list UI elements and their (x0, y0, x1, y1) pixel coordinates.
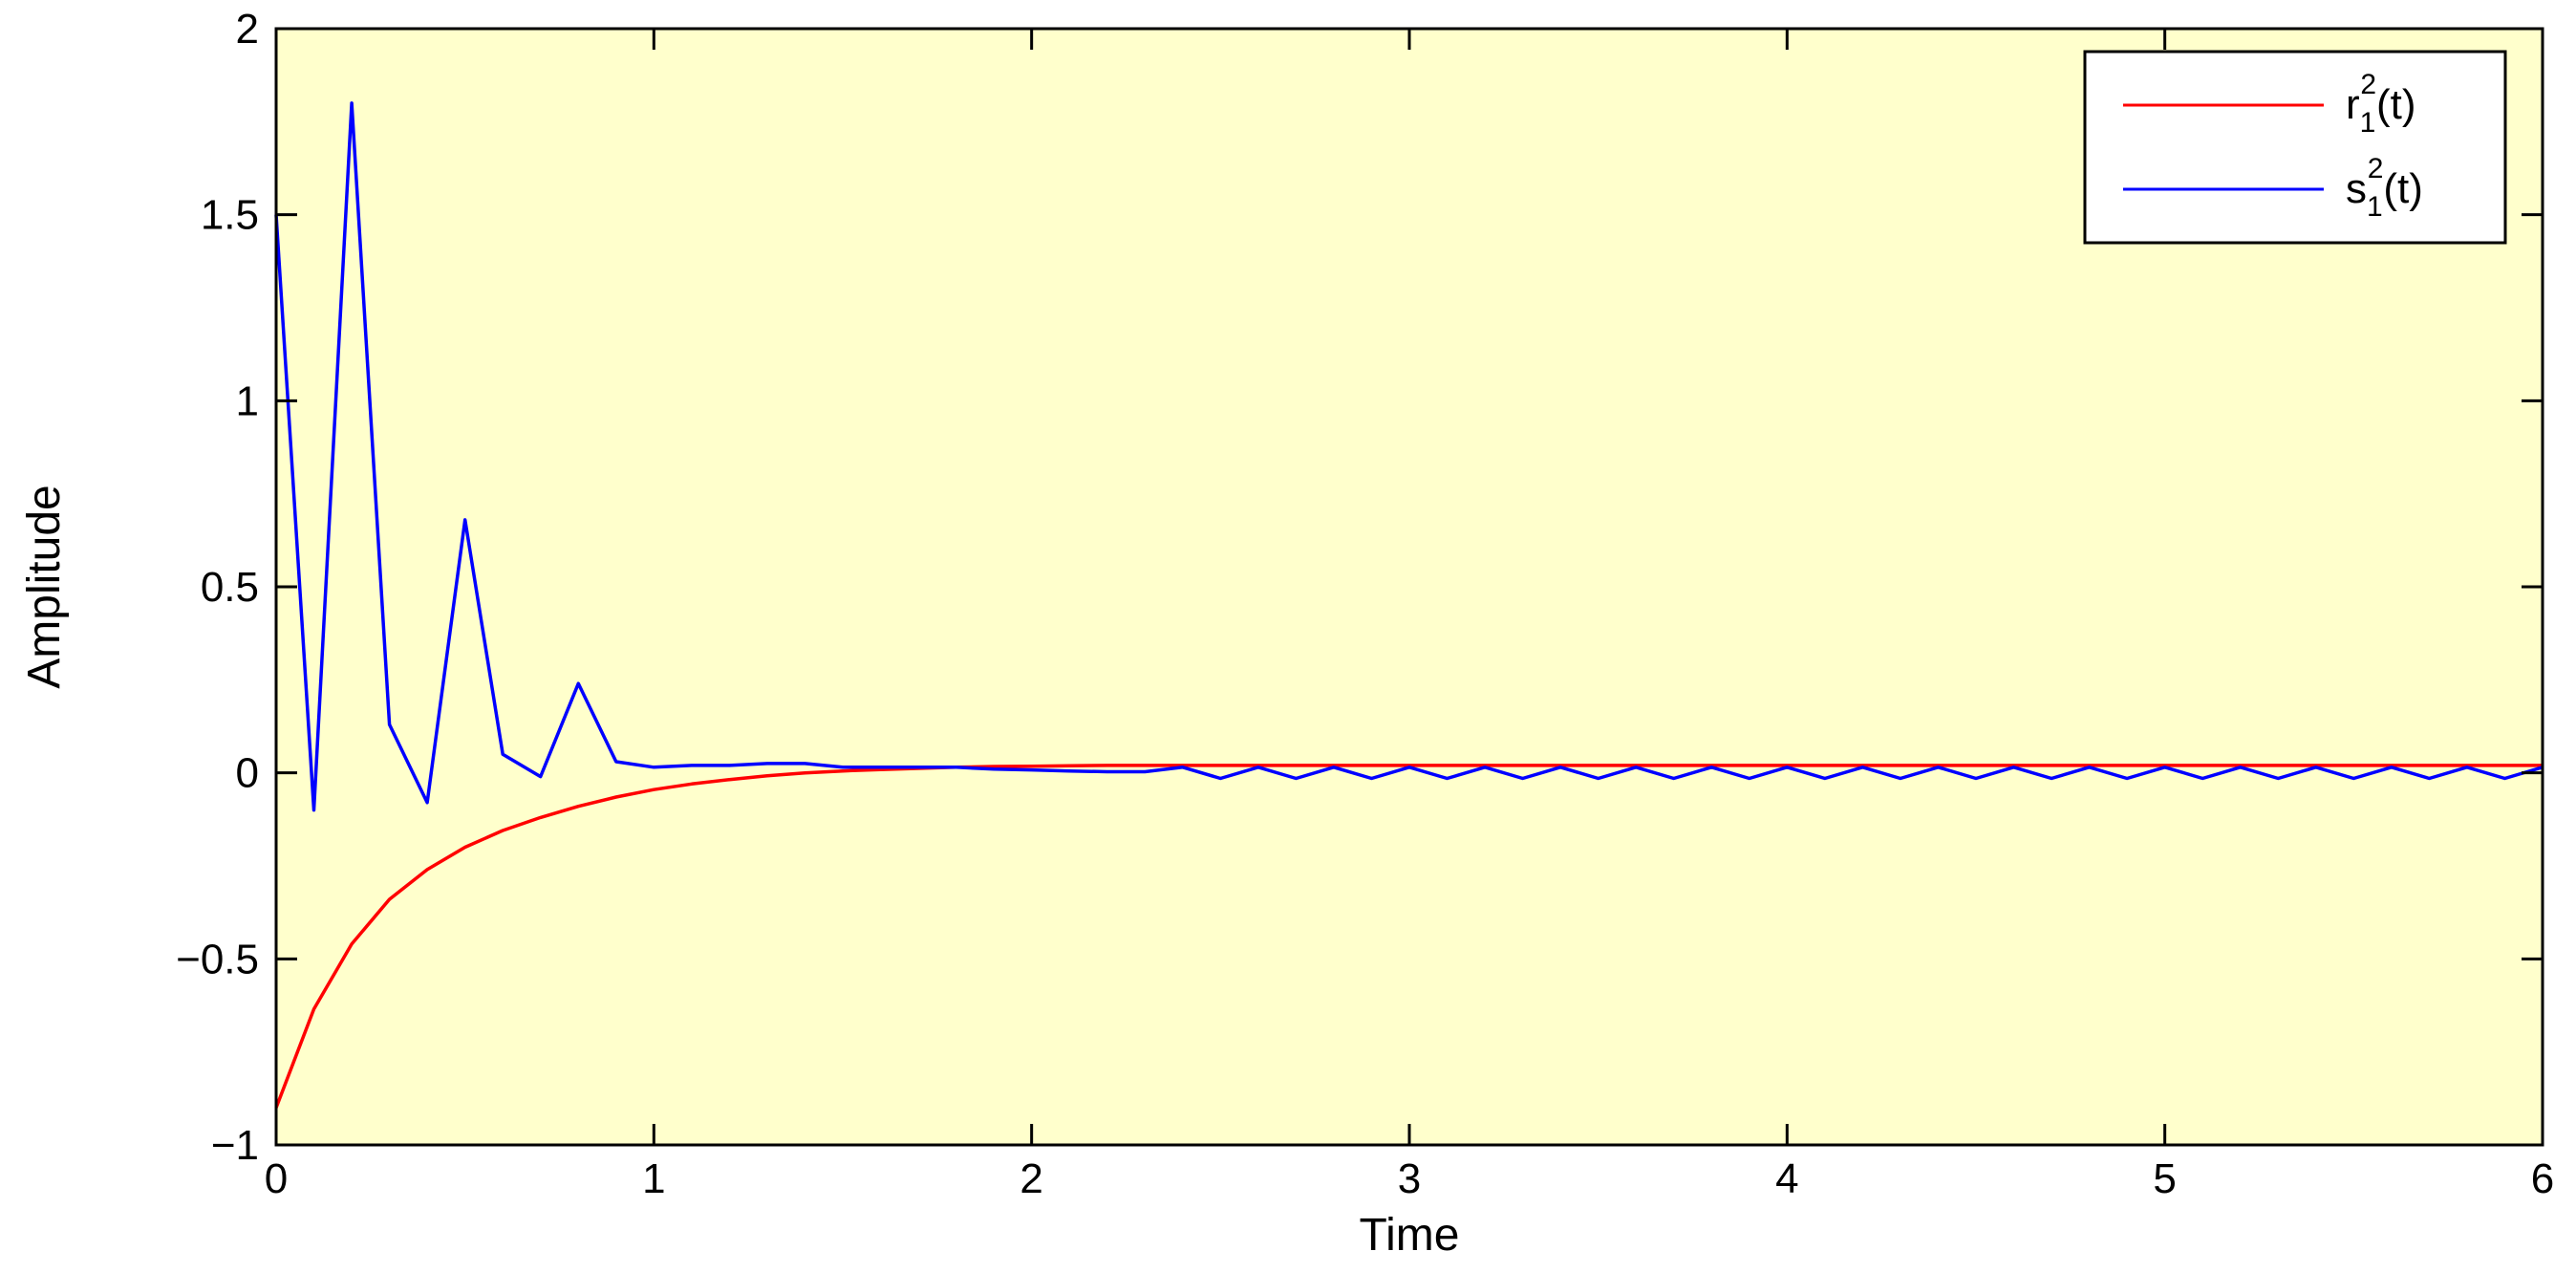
x-tick-label-5: 5 (2153, 1155, 2176, 1202)
legend: r12(t) s12(t) (2083, 50, 2507, 245)
series-layer (274, 101, 2544, 1109)
legend-r-arg: (t) (2376, 81, 2416, 128)
y-tick-label-0: −1 (211, 1122, 259, 1169)
x-tick-label-2: 2 (1020, 1155, 1042, 1202)
legend-r-sub: 1 (2360, 107, 2376, 139)
legend-s-arg: (t) (2383, 165, 2423, 212)
legend-entry-s: s1 2(t) (2346, 153, 2423, 223)
x-tick-label-4: 4 (1775, 1155, 1798, 1202)
legend-box (2083, 50, 2507, 245)
series-line-s (274, 101, 2544, 812)
legend-r-sup: 2 (2360, 69, 2376, 100)
x-axis-label: Time (1360, 1210, 1460, 1261)
x-tick-label-1: 1 (642, 1155, 665, 1202)
y-tick-label-3: 0.5 (201, 564, 259, 611)
y-tick-label-5: 1.5 (201, 192, 259, 239)
y-tick-label-4: 1 (236, 378, 259, 424)
x-tick-label-6: 6 (2531, 1155, 2554, 1202)
x-tick-label-3: 3 (1398, 1155, 1421, 1202)
y-tick-label-1: −0.5 (176, 936, 259, 982)
legend-entry-r: r1 2(t) (2346, 69, 2416, 139)
x-tick-label-0: 0 (265, 1155, 288, 1202)
y-axis-label: Amplitude (19, 485, 70, 688)
y-tick-label-2: 0 (236, 750, 259, 797)
legend-r-base: r (2346, 81, 2360, 128)
y-tick-label-6: 2 (236, 6, 259, 53)
legend-s-sub: 1 (2367, 191, 2383, 223)
ticks-layer: 0 1 2 3 4 5 6 −1 −0.5 0 0.5 1 1.5 2 (176, 6, 2554, 1202)
legend-s-base: s (2346, 165, 2367, 212)
legend-s-sup: 2 (2368, 153, 2384, 184)
